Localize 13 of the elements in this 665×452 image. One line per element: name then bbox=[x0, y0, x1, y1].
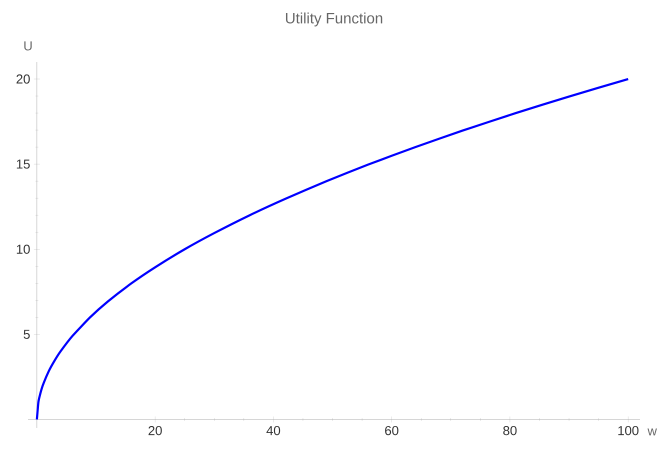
y-tick-label: 15 bbox=[16, 160, 30, 169]
x-tick-label: 80 bbox=[503, 426, 517, 436]
x-tick-label: 20 bbox=[148, 426, 162, 436]
x-tick-label: 60 bbox=[385, 426, 398, 436]
y-tick-label: 20 bbox=[16, 74, 30, 84]
x-tick-label: 100 bbox=[618, 426, 639, 436]
y-tick-label: 10 bbox=[16, 244, 30, 254]
x-tick-label: 40 bbox=[266, 426, 280, 436]
chart-title: Utility Function bbox=[286, 12, 382, 26]
y-axis-title: U bbox=[24, 41, 32, 50]
y-tick-label: 5 bbox=[24, 330, 30, 339]
x-axis-title: w bbox=[648, 428, 657, 436]
line-series bbox=[36, 78, 630, 421]
